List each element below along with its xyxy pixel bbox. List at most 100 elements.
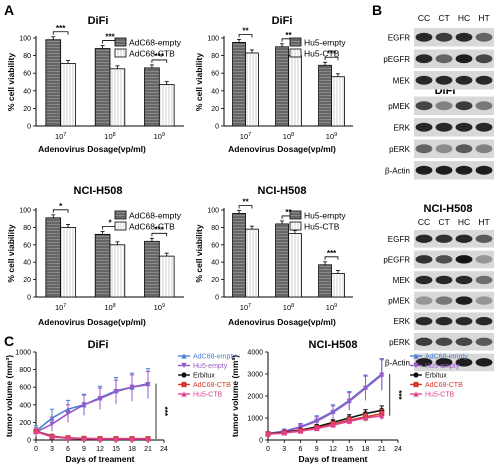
b2-band-1-0	[415, 255, 433, 264]
c2-legend-marker-4	[413, 391, 419, 397]
a2-bar-2-0	[318, 64, 332, 127]
b2-band-1-2	[455, 255, 473, 264]
c2-xtick-label-1: 3	[282, 446, 286, 453]
a4-sig-label-2: ***	[327, 249, 337, 258]
b1-band-1-3	[475, 54, 493, 64]
b2-row-label-1: pEGFR	[383, 255, 410, 264]
c1-point-1-4	[97, 396, 103, 402]
b1-band-2-3	[475, 75, 493, 85]
b1-band-3-1	[435, 101, 453, 111]
a1-legend-label-1: AdC68-CTB	[129, 49, 175, 59]
c1-ylabel: tumor volume (mm³)	[4, 355, 14, 437]
c1-legend-marker-3	[181, 381, 187, 388]
b2-band-4-3	[475, 316, 493, 326]
c1-xtick-label-2: 6	[66, 446, 70, 453]
panel-label-a: A	[4, 2, 14, 18]
b2-row-bg-5	[414, 333, 494, 351]
c1-ytick-label-5: 1000	[15, 350, 31, 357]
b1-band-5-2	[455, 144, 473, 154]
b2-row-label-4: ERK	[394, 317, 411, 326]
b1-band-1-0	[415, 54, 433, 64]
c1-xtick-label-1: 3	[50, 446, 54, 453]
c1-xlabel: Days of treament	[66, 454, 135, 464]
c1-legend-marker-0	[181, 353, 187, 359]
c2-point-1-2	[297, 424, 304, 430]
c1-point-4-4	[97, 436, 103, 442]
b1-band-6-0	[415, 165, 433, 175]
c2-series-line-1	[267, 374, 383, 435]
a1-ytick-label-1: 20	[23, 106, 31, 113]
a4-ytick-label-1: 20	[211, 277, 219, 284]
b2-band-3-1	[435, 296, 453, 305]
a3-sig-label-0: *	[59, 202, 63, 211]
b2-band-0-1	[435, 234, 453, 244]
c2-legend-label-1: Hu5-empty	[425, 363, 460, 370]
a1-bar-2-0	[144, 67, 160, 127]
a3-ytick-label-5: 100	[19, 208, 31, 215]
a2-bar-0-1	[245, 52, 259, 127]
b1-row-bg-4	[414, 118, 494, 137]
a2-sig-bracket-2	[324, 56, 339, 61]
a1-xtick-label-2: 109	[154, 132, 165, 141]
a1-legend-label-0: AdC68-empty	[129, 38, 182, 48]
c1-point-4-1	[49, 434, 55, 440]
a4-sig-bracket-0	[238, 205, 253, 209]
a3-legend-label-1: AdC68-CTB	[129, 222, 175, 232]
a4-bar-2-1	[331, 273, 345, 298]
b2-band-0-0	[415, 234, 433, 244]
c1-legend-marker-2	[181, 372, 187, 378]
c2-point-4-1	[281, 430, 287, 436]
b1-band-6-3	[475, 165, 493, 175]
a4-xlabel: Adenovirus Dosage(vp/ml)	[228, 317, 336, 327]
a2-legend-swatch-0	[289, 37, 302, 47]
b2-row-bg-1	[414, 250, 494, 269]
c2-point-4-7	[379, 413, 385, 419]
b1-row-bg-5	[414, 139, 494, 158]
a4-legend-label-1: Hu5-CTB	[304, 222, 340, 232]
a1-sig-bracket-0	[52, 31, 69, 35]
c2-point-1-3	[314, 418, 320, 424]
c1-ytick-label-3: 600	[19, 385, 31, 392]
c1-point-4-7	[145, 436, 151, 442]
b1-row-bg-0	[414, 28, 494, 47]
a4-xtick-label-0: 107	[240, 303, 251, 312]
b1-band-4-3	[475, 122, 493, 132]
a4-bar-0-0	[232, 213, 246, 298]
b2-row-bg-2	[414, 271, 494, 289]
c1-xtick-label-8: 24	[160, 446, 168, 453]
a1-ytick-label-2: 40	[23, 88, 31, 95]
c1-sig-label: ***	[160, 407, 169, 417]
c2-legend-marker-0	[413, 353, 419, 359]
c1-legend-label-4: Hu5-CTB	[193, 392, 223, 399]
a2-xtick-label-0: 107	[240, 132, 251, 141]
b2-column-label-1: CT	[438, 217, 449, 227]
a3-legend-swatch-1	[114, 221, 127, 231]
a4-ytick-label-0: 0	[215, 295, 219, 302]
a2-bar-1-1	[288, 55, 302, 127]
b2-band-2-3	[475, 275, 493, 285]
b2-column-label-2: HC	[458, 217, 470, 227]
c2-title: NCI-H508	[309, 339, 358, 351]
c2-xtick-label-6: 18	[362, 446, 370, 453]
b1-band-3-2	[455, 101, 473, 111]
a3-bar-1-1	[109, 244, 126, 298]
c1-point-1-1	[49, 421, 55, 427]
b1-band-2-2	[455, 75, 473, 85]
c1-series-line-1	[35, 383, 149, 433]
b2-band-0-3	[475, 234, 493, 244]
a2-legend-label-0: Hu5-empty	[304, 38, 346, 48]
a1-xtick-label-1: 108	[104, 132, 115, 141]
c2-xtick-label-5: 15	[345, 446, 353, 453]
a3-xtick-label-2: 109	[154, 303, 165, 312]
a4-xtick-label-1: 108	[283, 303, 294, 312]
a3-bar-0-0	[45, 217, 62, 298]
a1-bar-2-1	[158, 84, 175, 127]
b2-row-bg-3	[414, 291, 494, 310]
a2-sig-label-1: **	[285, 31, 292, 40]
c1-legend-marker-1	[181, 362, 187, 369]
a4-ytick-label-2: 40	[211, 260, 219, 267]
b1-band-5-3	[475, 144, 493, 154]
c2-xtick-label-4: 12	[329, 446, 337, 453]
c2-legend-label-3: AdC68-CTB	[425, 382, 463, 389]
a1-bar-1-0	[94, 48, 111, 127]
